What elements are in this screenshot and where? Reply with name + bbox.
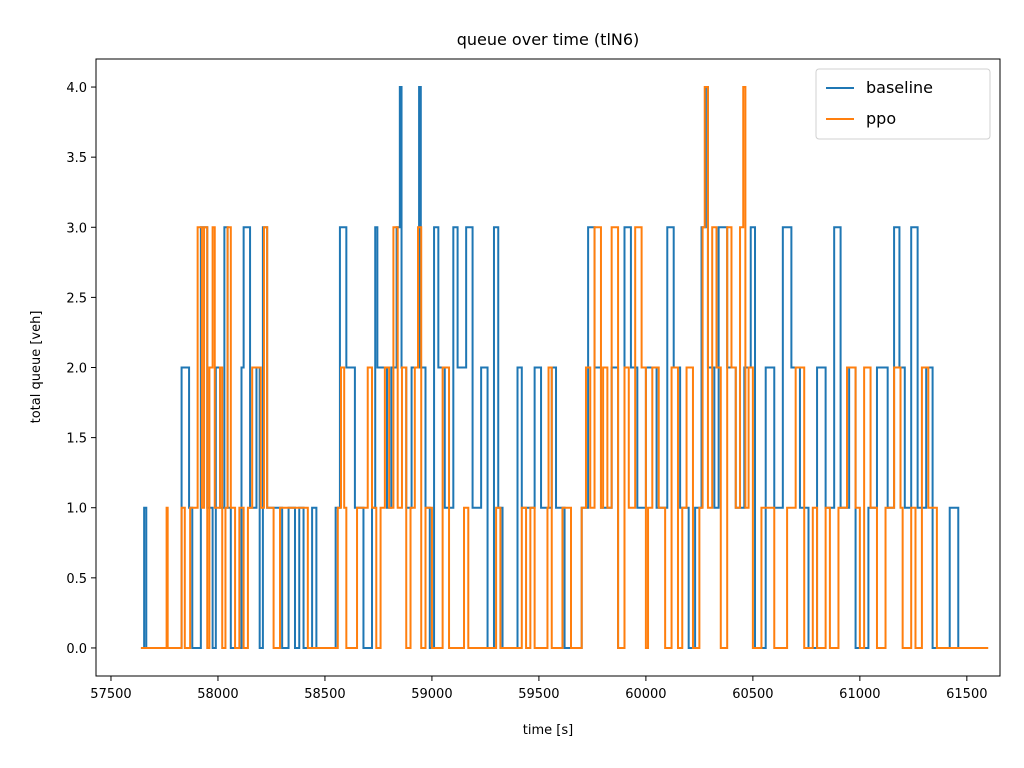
data-line <box>140 86 989 649</box>
y-tick-label: 3.0 <box>66 221 87 236</box>
legend-box <box>815 68 991 140</box>
x-tick-label: 60000 <box>625 687 666 702</box>
x-axis-label: time [s] <box>523 723 573 738</box>
x-tick-label: 61000 <box>839 687 880 702</box>
chart-title: queue over time (tlN6) <box>457 30 640 49</box>
y-axis-label: total queue [veh] <box>29 311 44 424</box>
y-tick-label: 1.0 <box>66 502 87 517</box>
x-tick-label: 59000 <box>411 687 452 702</box>
y-tick-label: 4.0 <box>66 81 87 96</box>
x-tick-label: 58000 <box>197 687 238 702</box>
x-tick-label: 61500 <box>946 687 987 702</box>
x-tick-label: 57500 <box>90 687 131 702</box>
y-tick-label: 2.0 <box>66 362 87 377</box>
y-tick-label: 1.5 <box>66 432 87 447</box>
x-tick-label: 58500 <box>304 687 345 702</box>
y-tick-label: 0.0 <box>66 642 87 657</box>
y-tick-label: 0.5 <box>66 572 87 587</box>
legend-label: ppo <box>866 109 896 128</box>
y-tick-label: 2.5 <box>66 291 87 306</box>
plot-frame <box>95 58 1001 677</box>
x-tick-label: 60500 <box>732 687 773 702</box>
y-tick-label: 3.5 <box>66 151 87 166</box>
x-tick-label: 59500 <box>518 687 559 702</box>
legend-label: baseline <box>866 78 933 97</box>
